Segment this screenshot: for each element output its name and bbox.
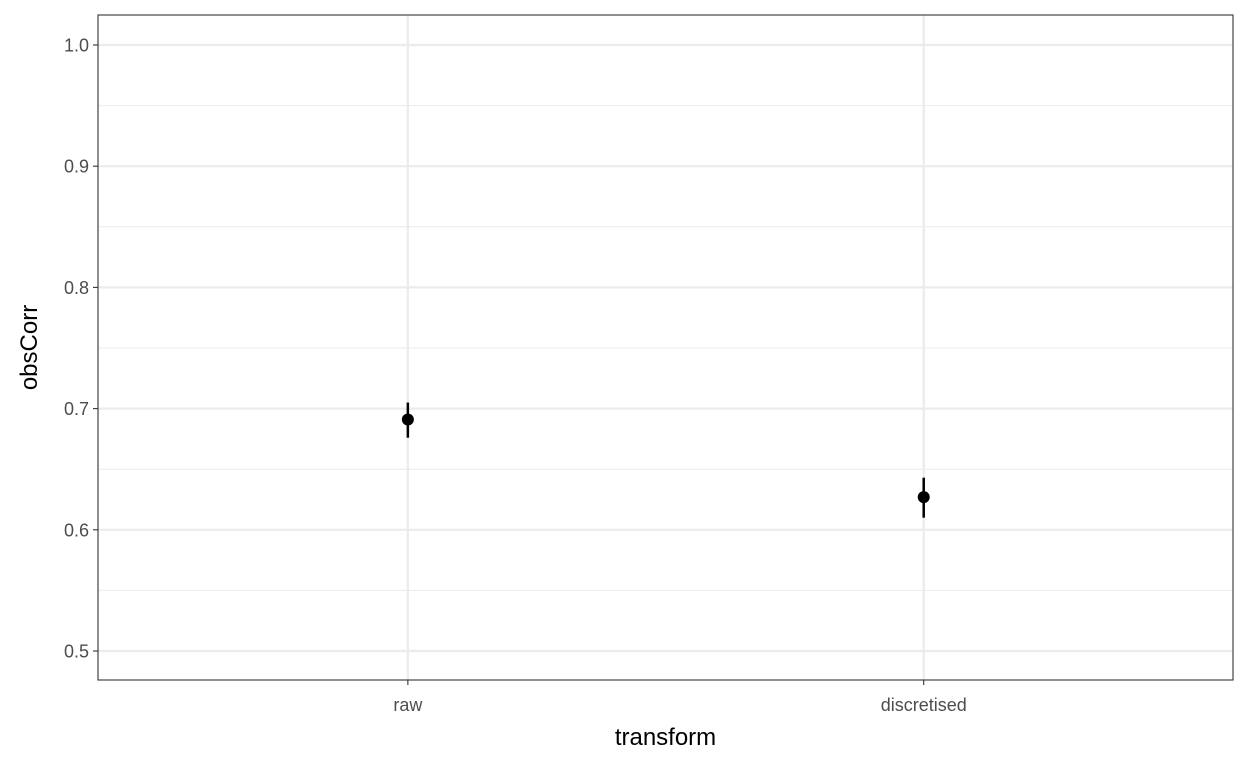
axes: 0.5 0.6 0.7 0.8 0.9 1.0 raw discretised	[64, 36, 967, 716]
grid	[98, 15, 1233, 680]
data-point	[917, 491, 930, 504]
panel-border	[97, 14, 1234, 681]
x-tick-label: raw	[393, 695, 423, 715]
y-tick-label: 1.0	[64, 36, 89, 56]
y-axis-label: obsCorr	[16, 305, 43, 390]
marks	[401, 402, 930, 518]
y-tick-label: 0.9	[64, 157, 89, 177]
y-tick-label: 0.6	[64, 520, 89, 540]
x-tick-label: discretised	[881, 695, 967, 715]
x-axis-label: transform	[615, 724, 716, 751]
y-tick-label: 0.5	[64, 642, 89, 662]
data-point	[401, 413, 414, 426]
y-tick-label: 0.8	[64, 278, 89, 298]
y-tick-label: 0.7	[64, 399, 89, 419]
